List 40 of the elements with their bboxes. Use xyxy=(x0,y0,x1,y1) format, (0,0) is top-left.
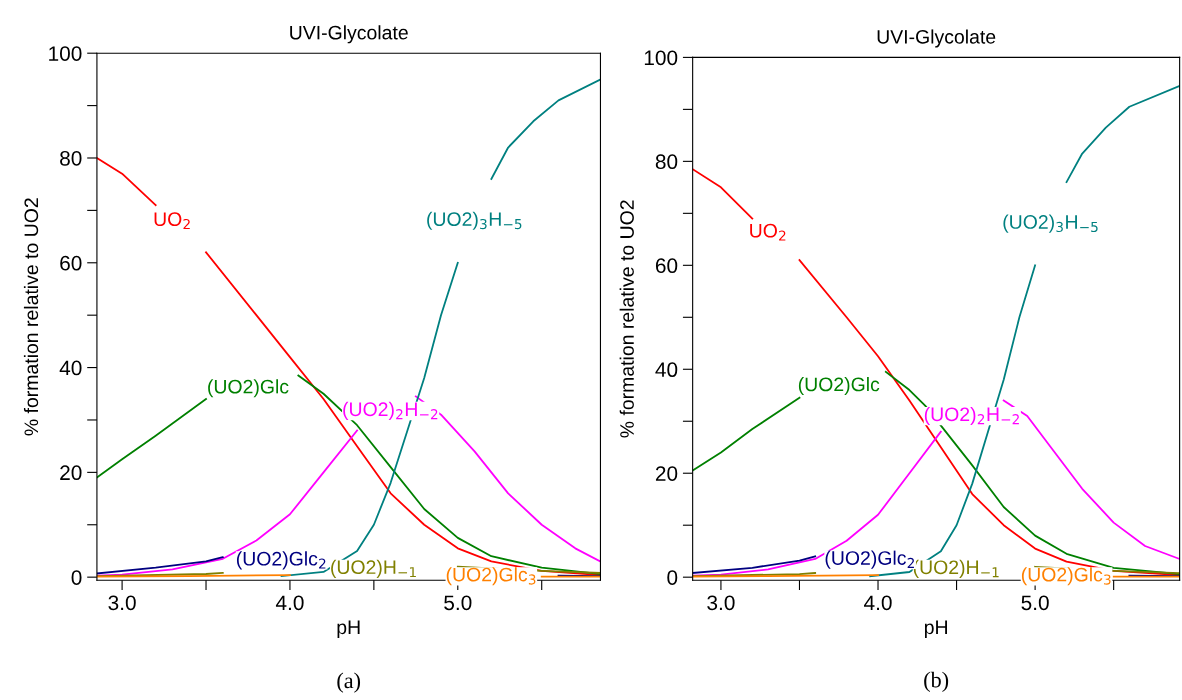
x-tick-label: 5.0 xyxy=(1021,595,1049,611)
annotation: (UO2)$_{3}$H$_{−5}$ xyxy=(427,211,522,230)
y-tick-label: 60 xyxy=(60,255,82,271)
annotation: (UO2)Glc$_{3}$ xyxy=(446,567,536,586)
y-tick-label: 20 xyxy=(60,465,82,481)
y-tick-label: 100 xyxy=(644,50,678,66)
y-axis-title: % formation relative to UO2 xyxy=(619,200,634,438)
x-tick-label: 3.0 xyxy=(707,595,735,611)
annotation: (UO2)$_{2}$H$_{−2}$ xyxy=(343,401,438,420)
annotation: UO$_{2}$ xyxy=(154,212,190,230)
y-tick-label: 0 xyxy=(667,570,678,585)
annotation: (UO2)Glc xyxy=(798,376,880,396)
x-tick-label: 3.0 xyxy=(108,595,136,611)
y-tick-label: 100 xyxy=(49,46,82,61)
annotation: (UO2)$_{3}$H$_{−5}$ xyxy=(1003,214,1098,233)
y-tick-label: 40 xyxy=(59,360,82,376)
y-tick-label: 80 xyxy=(655,154,678,170)
x-tick-label: 4.0 xyxy=(864,595,892,611)
annotation: (UO2)Glc xyxy=(208,379,289,398)
y-tick-label: 0 xyxy=(71,570,82,585)
y-axis-title: % formation relative to UO2 xyxy=(23,198,39,436)
text: (b) xyxy=(924,671,949,692)
x-tick-label: 4.0 xyxy=(275,595,304,611)
x-axis-title: pH xyxy=(337,620,360,638)
chart-title: UVI-Glycolate xyxy=(290,25,408,44)
x-tick-label: 5.0 xyxy=(444,595,472,611)
y-tick-label: 60 xyxy=(655,258,678,274)
annotation: UO$_{2}$ xyxy=(750,223,786,241)
annotation: (UO2)Glc$_{2}$ xyxy=(236,551,326,570)
y-tick-label: 20 xyxy=(655,466,678,481)
y-tick-label: 40 xyxy=(655,362,678,378)
annotation: (UO2)H$_{−1}$ xyxy=(331,559,416,578)
annotation: (UO2)Glc$_{3}$ xyxy=(1021,567,1111,586)
chart-title: UVI-Glycolate xyxy=(877,29,996,48)
text: (a) xyxy=(337,672,361,693)
annotation: (UO2)$_{2}$H$_{−2}$ xyxy=(924,406,1019,426)
y-tick-label: 80 xyxy=(60,150,82,166)
annotation: (UO2)H$_{−1}$ xyxy=(913,559,999,578)
x-axis-title: pH xyxy=(924,620,947,638)
annotation: (UO2)Glc$_{2}$ xyxy=(825,550,914,569)
